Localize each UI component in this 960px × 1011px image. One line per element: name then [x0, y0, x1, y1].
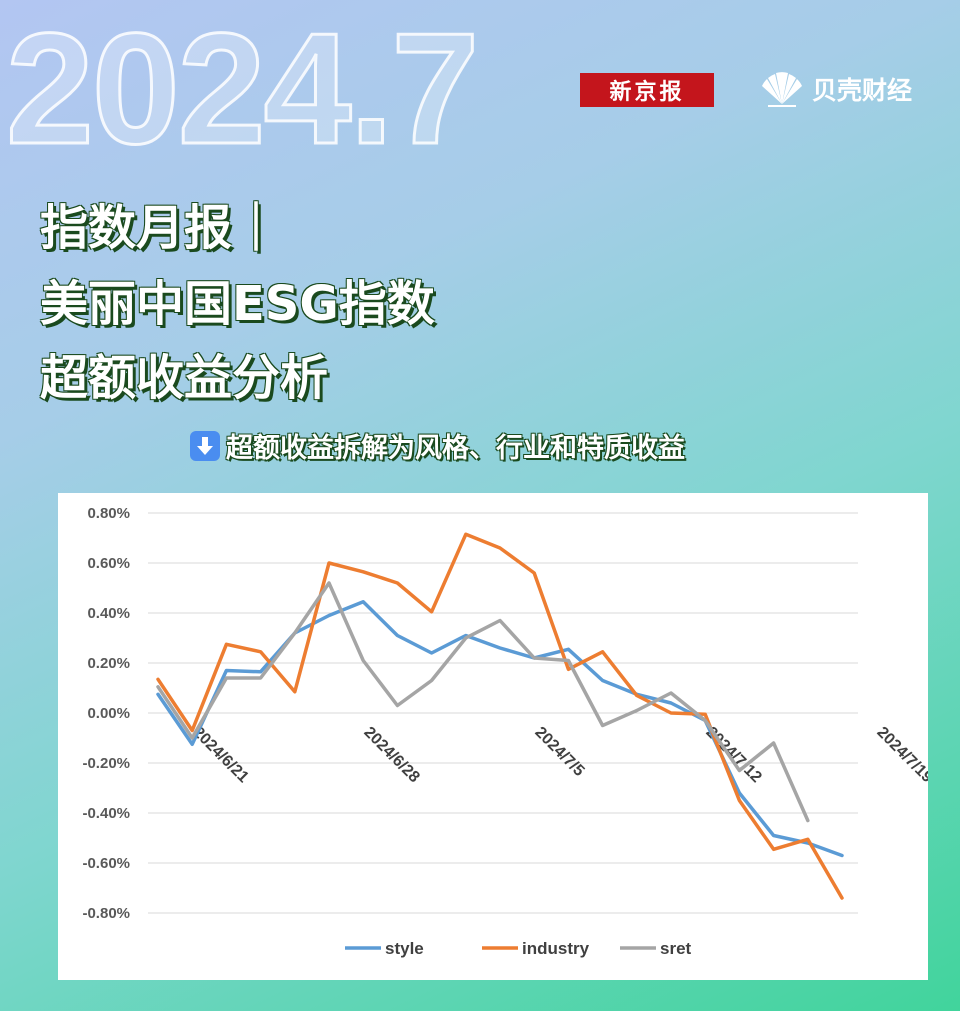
series-line-industry [156, 532, 844, 900]
title-line-2: 美丽中国ESG指数 [40, 276, 435, 332]
y-tick-label: -0.60% [82, 855, 130, 872]
y-tick-label: 0.40% [87, 605, 130, 622]
down-arrow-icon [190, 430, 220, 461]
y-tick-label: 0.00% [87, 705, 130, 722]
series-line-sret [156, 581, 810, 823]
y-tick-label: 0.80% [87, 505, 130, 522]
excess-return-line-chart: 0.80% 0.60% 0.40% 0.20% 0.00% -0.20% -0.40% -0.… [82, 505, 928, 958]
y-tick-label: 0.60% [87, 555, 130, 572]
title-line-1: 指数月报｜ [40, 200, 281, 256]
title-line-3: 超额收益分析 [40, 350, 329, 406]
xinjingbao-logo: 新京报 [580, 73, 714, 107]
y-tick-label: -0.40% [82, 805, 130, 822]
x-tick-label: 2024/7/5 [531, 724, 587, 780]
series-line-style [156, 600, 844, 858]
beike-finance-logo: 贝壳财经 [758, 68, 912, 110]
x-tick-label: 2024/6/28 [360, 724, 422, 786]
legend-label-sret: sret [660, 939, 692, 958]
year-watermark: 2024.7 [4, 1, 480, 177]
y-tick-label: -0.80% [82, 905, 130, 922]
x-tick-label: 2024/7/19 [873, 724, 928, 786]
y-tick-label: 0.20% [87, 655, 130, 672]
beike-finance-logo-text: 贝壳财经 [812, 76, 913, 105]
y-tick-label: -0.20% [82, 755, 130, 772]
subtitle: 超额收益拆解为风格、行业和特质收益 [190, 426, 685, 465]
shell-icon [762, 72, 802, 107]
legend-label-industry: industry [522, 939, 590, 958]
chart-card: 0.80% 0.60% 0.40% 0.20% 0.00% -0.20% -0.40% -0.… [58, 493, 928, 980]
subtitle-text: 超额收益拆解为风格、行业和特质收益 [226, 433, 685, 464]
legend-label-style: style [385, 939, 424, 958]
